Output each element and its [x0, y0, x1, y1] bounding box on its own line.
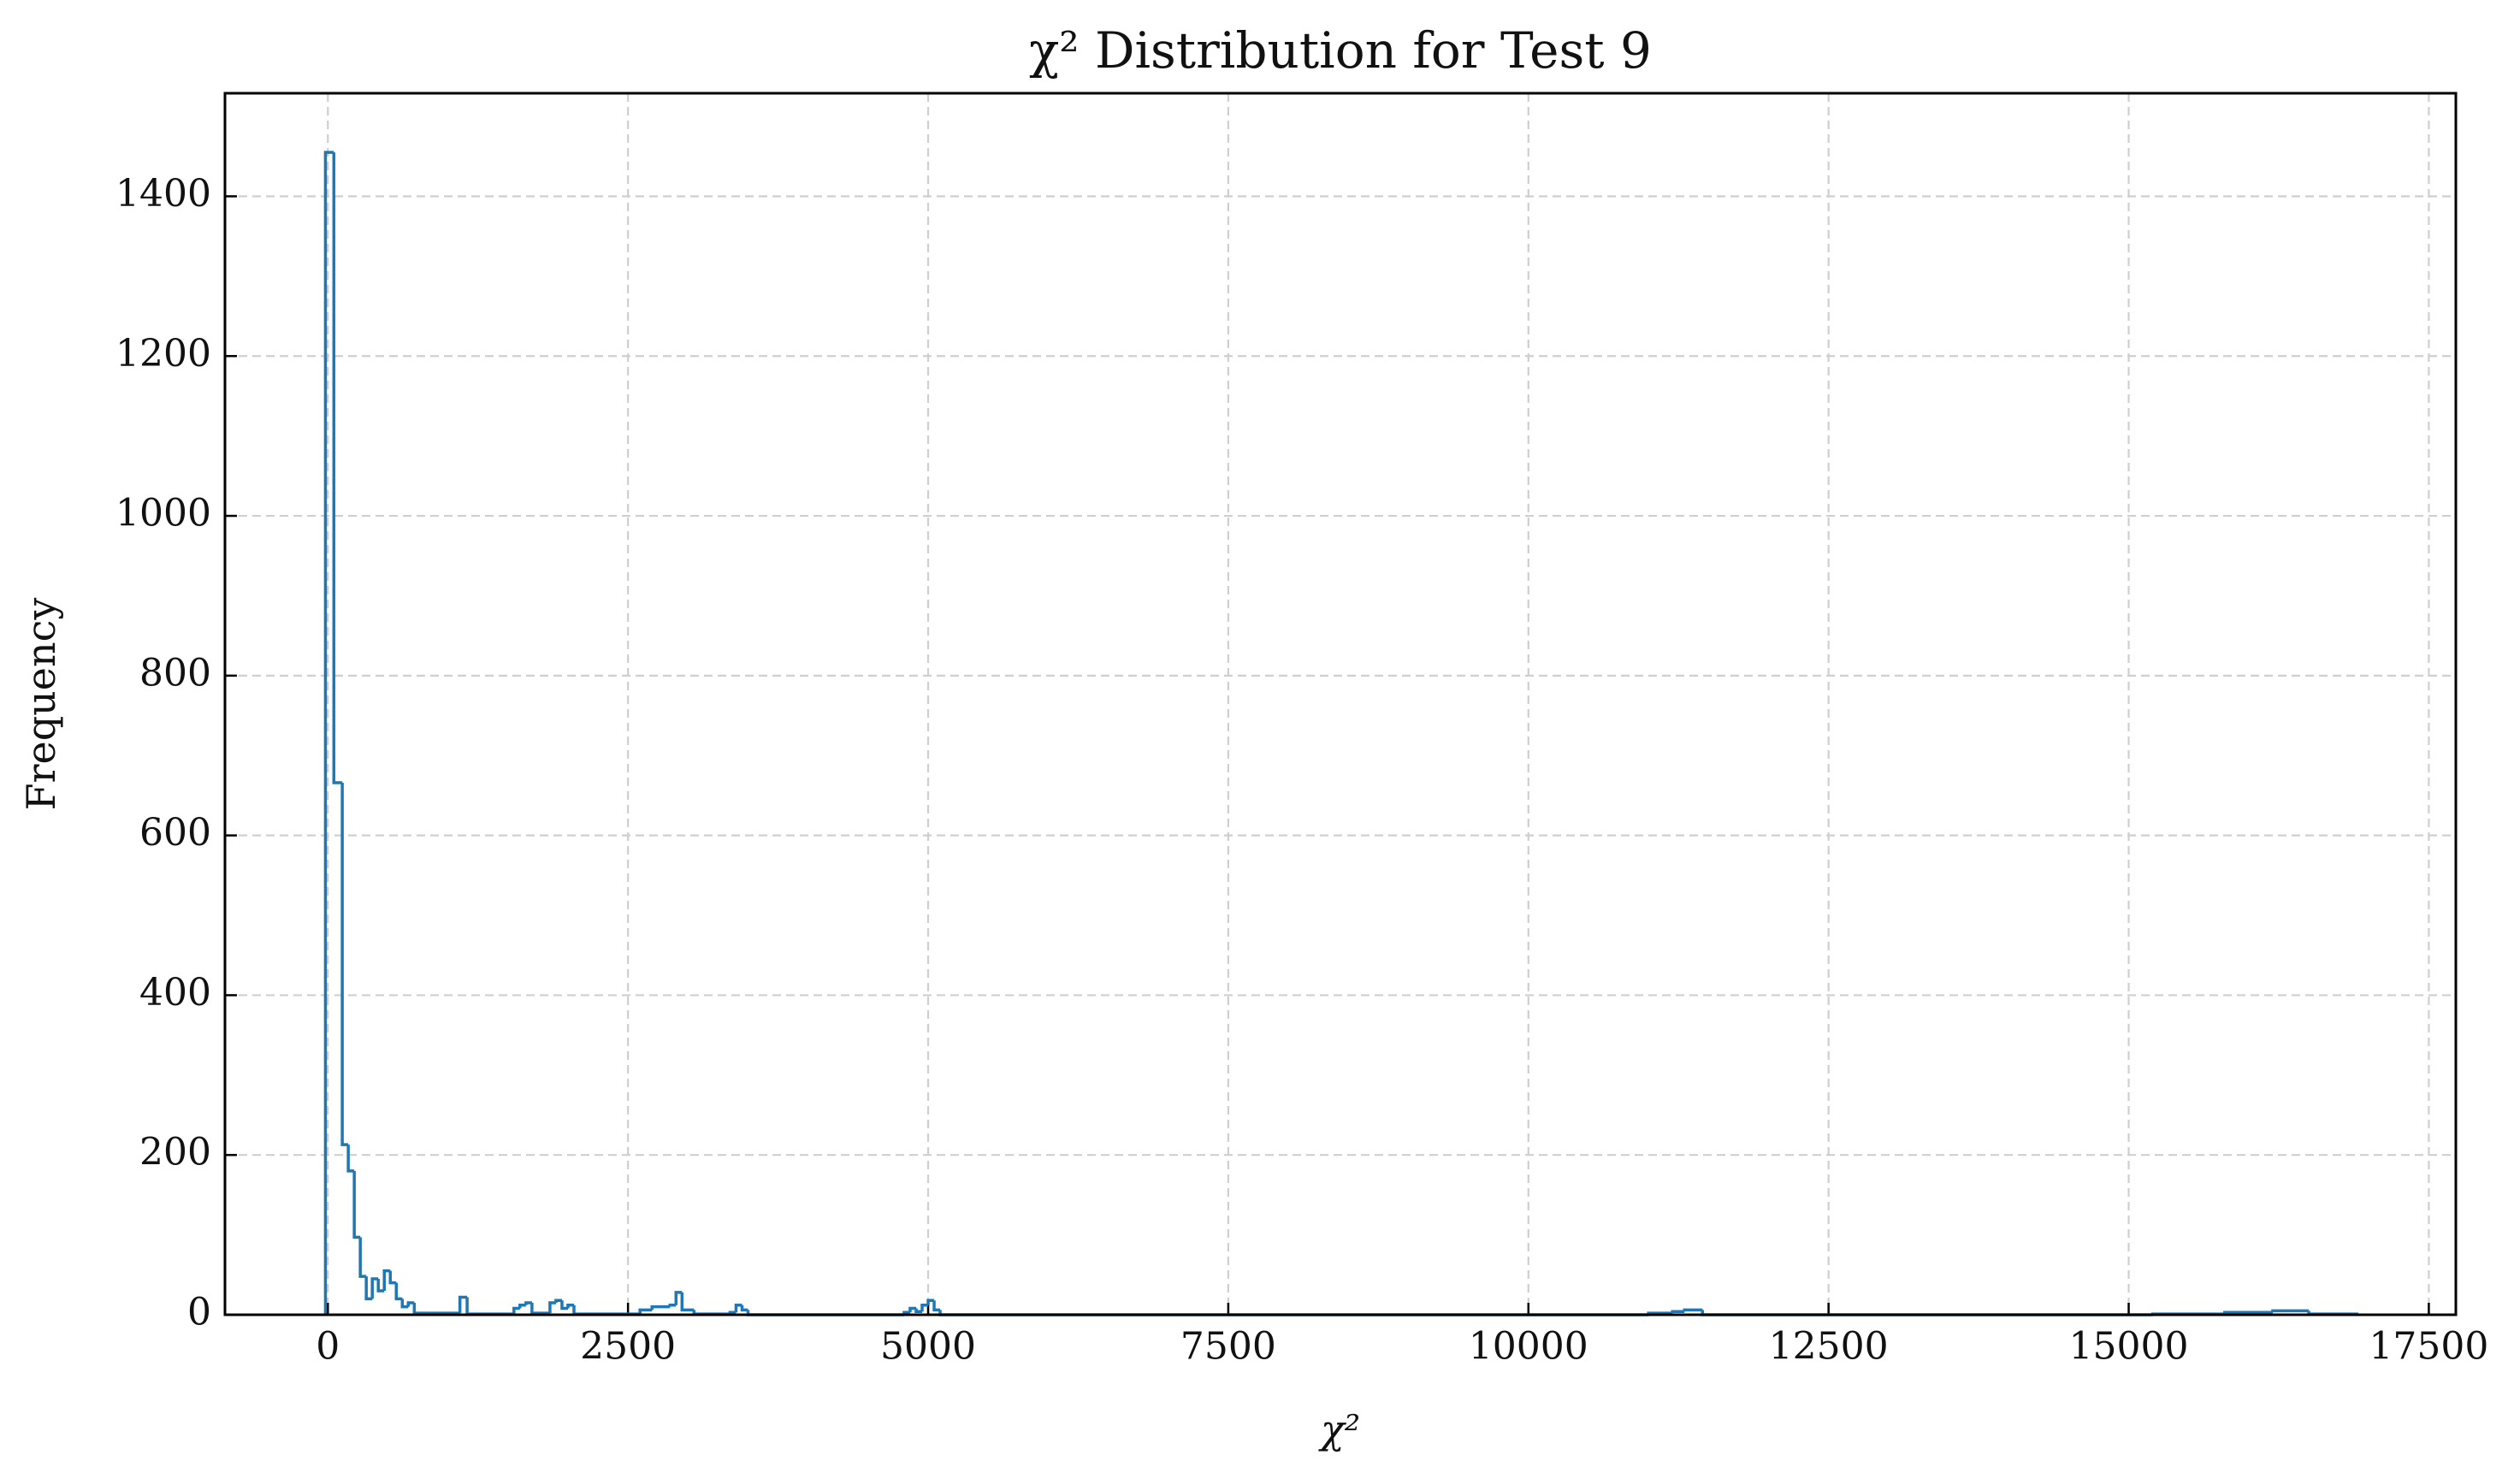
histogram-step: [560, 1300, 568, 1310]
histogram-step: [340, 782, 349, 1146]
x-tick-label: 12500: [1769, 1325, 1889, 1369]
histogram-step: [1671, 1310, 1685, 1314]
y-tick-label: 200: [139, 1131, 211, 1174]
histogram-step: [518, 1304, 526, 1309]
histogram-step: [376, 1278, 385, 1293]
histogram-step: [638, 1308, 653, 1315]
histogram-step: [566, 1304, 574, 1309]
x-tick-label: 7500: [1180, 1325, 1276, 1369]
histogram-step: [668, 1304, 677, 1307]
y-tick-label: 0: [187, 1291, 211, 1334]
axes-frame: [223, 92, 2458, 1316]
x-tick-label: 10000: [1469, 1325, 1588, 1369]
histogram-step: [932, 1300, 941, 1312]
x-tick-label: 0: [316, 1325, 340, 1369]
histogram-step: [734, 1304, 742, 1313]
histogram-step: [388, 1270, 397, 1285]
histogram-step: [458, 1295, 468, 1314]
histogram-step: [914, 1308, 923, 1314]
histogram-step: [524, 1301, 532, 1305]
y-tick-label: 400: [139, 971, 211, 1015]
chart-title: χ² Distribution for Test 9: [1029, 21, 1652, 80]
y-tick-label: 1000: [115, 492, 211, 535]
histogram-step: [554, 1299, 562, 1303]
histogram-step: [352, 1170, 361, 1239]
histogram-step: [674, 1291, 683, 1305]
x-axis-label: χ²: [1318, 1406, 1360, 1452]
x-tick-label: 17500: [2369, 1325, 2488, 1369]
histogram-step: [512, 1306, 520, 1315]
histogram-step: [323, 151, 334, 1315]
histogram-step: [1683, 1308, 1703, 1312]
histogram-step: [650, 1304, 671, 1310]
y-tick-label: 800: [139, 651, 211, 695]
histogram-step: [920, 1304, 929, 1312]
histogram-step: [382, 1269, 391, 1291]
plot-area: 0 200 400 600 800 1000 1200 1400 0 2500 5000 7500 10…: [115, 92, 2488, 1369]
y-tick-label: 1200: [115, 332, 211, 376]
histogram-step: [406, 1301, 415, 1307]
histogram-step: [926, 1299, 935, 1305]
x-tick-label: 2500: [580, 1325, 676, 1369]
histogram-step: [2223, 1310, 2273, 1315]
y-tick-label: 1400: [115, 172, 211, 216]
histogram-step: [728, 1310, 736, 1315]
histogram-step: [332, 152, 343, 784]
histogram-step: [908, 1306, 916, 1313]
x-tick-label: 5000: [880, 1325, 976, 1369]
histogram-step: [412, 1302, 460, 1315]
histogram-step: [364, 1276, 373, 1301]
histogram-step: [2271, 1309, 2310, 1313]
histogram-step: [530, 1302, 550, 1315]
histogram-step: [680, 1292, 695, 1312]
histogram-step: [740, 1304, 748, 1312]
x-tick-label: 15000: [2069, 1325, 2189, 1369]
histogram-step: [548, 1301, 556, 1314]
histogram-step: [346, 1145, 355, 1173]
histogram-step: [400, 1299, 409, 1309]
histogram-step: [358, 1237, 367, 1278]
y-tick-label: 600: [139, 811, 211, 855]
histogram-step: [394, 1282, 403, 1301]
histogram-step: [370, 1277, 379, 1299]
y-axis-label: Frequency: [18, 598, 64, 811]
